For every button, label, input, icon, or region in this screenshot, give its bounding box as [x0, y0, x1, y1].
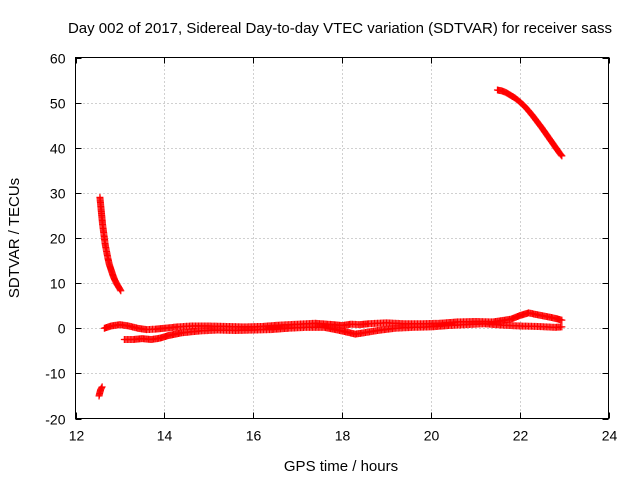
- y-axis-label: SDTVAR / TECUs: [6, 178, 23, 298]
- y-tick-label: 10: [50, 276, 66, 292]
- data-point: [558, 152, 566, 160]
- series-early-decay: [96, 193, 125, 295]
- y-tick-label: 50: [50, 96, 66, 112]
- x-tick-labels: 12 14 16 18 20 22 24: [69, 428, 618, 444]
- series-late-decay: [493, 86, 566, 160]
- x-tick-label: 24: [602, 428, 618, 444]
- data-point: [98, 383, 106, 391]
- series-main-band-lower: [120, 320, 566, 344]
- data-point: [558, 323, 566, 331]
- x-tick-label: 20: [424, 428, 440, 444]
- x-tick-label: 18: [335, 428, 351, 444]
- y-tick-label: -10: [45, 366, 65, 382]
- series-main-band-upper: [100, 309, 566, 334]
- y-tick-label: 20: [50, 231, 66, 247]
- y-tick-label: 0: [58, 321, 66, 337]
- x-tick-label: 12: [69, 428, 85, 444]
- axis-ticks: [75, 57, 610, 420]
- series-negative-outliers: [95, 383, 106, 400]
- data-point: [557, 151, 565, 159]
- y-tick-label: -20: [45, 412, 65, 428]
- y-tick-label: 60: [50, 51, 66, 67]
- data-points: [95, 86, 566, 400]
- chart-title: Day 002 of 2017, Sidereal Day-to-day VTE…: [68, 20, 612, 37]
- y-tick-label: 40: [50, 141, 66, 157]
- data-point: [97, 384, 105, 392]
- x-tick-label: 16: [246, 428, 262, 444]
- y-tick-labels: -20 -10 0 10 20 30 40 50 60: [45, 51, 65, 428]
- plot-frame: [75, 57, 609, 419]
- y-tick-label: 30: [50, 186, 66, 202]
- x-tick-label: 22: [513, 428, 529, 444]
- data-point: [117, 287, 125, 295]
- x-axis-label: GPS time / hours: [284, 458, 398, 475]
- data-point: [558, 316, 566, 324]
- x-tick-label: 14: [157, 428, 173, 444]
